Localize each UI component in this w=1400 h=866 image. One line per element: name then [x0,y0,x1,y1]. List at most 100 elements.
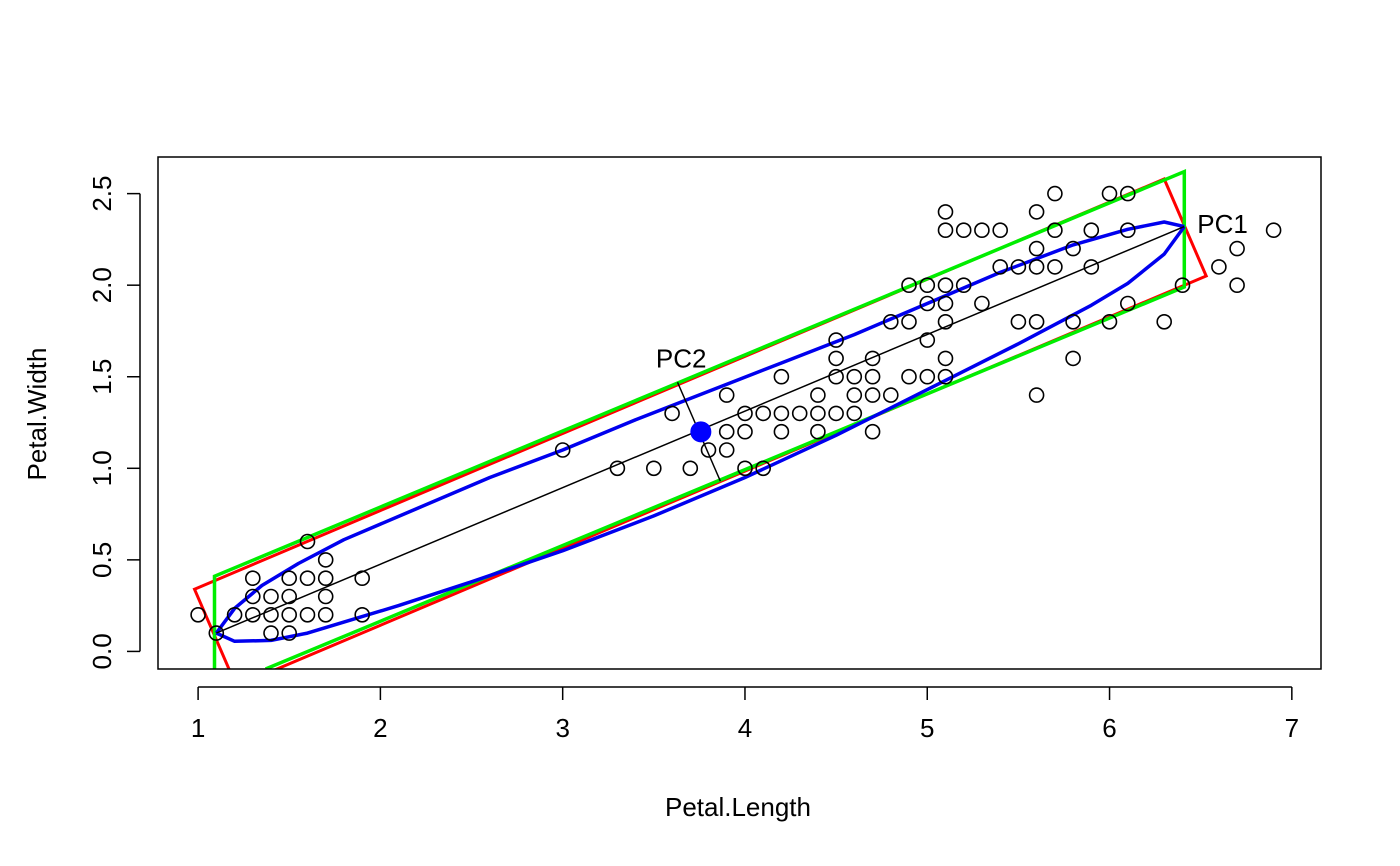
data-point [1028,387,1045,403]
x-tick-label: 4 [738,713,752,743]
data-point [1065,313,1081,330]
data-point [828,405,844,422]
data-point [609,460,626,477]
data-point [773,368,790,385]
ellipse-upper [214,220,1185,635]
data-point [882,387,899,403]
y-tick-label: 0.0 [87,633,117,669]
axes: 1 2 3 4 5 6 7 0.0 0.5 1.0 1.5 2.0 2.5 [87,156,1322,743]
data-point [1028,240,1045,257]
data-point [864,387,881,403]
x-tick-label: 6 [1102,713,1116,743]
data-point [1211,259,1227,275]
data-point [919,295,936,312]
pc-label: PC1 [1197,209,1248,239]
center-point [690,421,712,443]
data-point [281,588,298,605]
data-point [810,405,826,422]
data-point [937,277,954,294]
data-point [1065,240,1081,257]
data-point [263,606,279,623]
data-point [263,625,279,641]
data-point [245,570,261,587]
data-point [1010,259,1027,275]
data-point [737,423,753,440]
data-point [828,332,844,348]
data-point [919,368,936,385]
data-point [810,387,826,403]
data-point [1101,185,1118,202]
data-point [955,222,972,238]
data-point [773,423,790,440]
x-tick-label: 7 [1285,713,1299,743]
data-point [718,442,735,458]
data-point [263,588,279,605]
data-point [226,606,243,623]
data-point [299,606,316,623]
pc-label: PC2 [656,343,707,373]
data-point [354,606,371,623]
data-point [317,552,334,568]
data-point [317,588,334,605]
data-point [937,368,954,385]
data-point [682,460,699,477]
data-point [1120,222,1136,238]
y-tick-label: 1.0 [87,450,117,486]
data-point [1101,313,1118,330]
data-point [864,368,881,385]
data-point [1047,222,1063,238]
data-point [1229,277,1245,294]
y-axis-label: Petal.Width [22,348,52,481]
data-point [1229,240,1245,257]
data-point [718,423,735,440]
data-point [1010,313,1027,330]
data-point [919,277,936,294]
data-point [1174,277,1191,294]
data-point [354,570,371,587]
data-point [882,313,899,330]
x-tick-label: 3 [555,713,569,743]
data-point [919,332,936,348]
data-point [299,533,316,550]
data-point [937,295,954,312]
data-point [645,460,662,477]
data-point [1083,259,1100,275]
data-point [846,405,863,422]
data-point [317,606,334,623]
data-point [901,313,917,330]
data-point [846,387,863,403]
data-point [1028,259,1045,275]
x-tick-label: 5 [920,713,934,743]
data-point [992,222,1009,238]
data-point [1065,350,1081,367]
data-point [864,423,881,440]
data-point [1265,222,1282,238]
data-point [810,423,826,440]
y-tick-label: 2.0 [87,267,117,303]
data-point [1028,204,1045,220]
data-point [1083,222,1100,238]
data-point [1047,185,1063,202]
data-point [1156,313,1172,330]
data-point [992,259,1009,275]
data-point [828,368,844,385]
data-point [1120,185,1136,202]
data-point [281,606,298,623]
data-point [281,625,298,641]
data-point [718,387,735,403]
data-point [755,460,772,477]
data-point [1028,313,1045,330]
plot-frame [157,156,1322,670]
data-point [828,350,844,367]
data-point [190,606,206,623]
data-point [664,405,680,422]
data-point [937,222,954,238]
x-tick-label: 2 [373,713,387,743]
y-tick-label: 1.5 [87,359,117,395]
x-tick-label: 1 [191,713,205,743]
data-points: PC1 PC2 [190,185,1282,641]
data-point [901,368,917,385]
data-point [937,313,954,330]
y-tick-label: 0.5 [87,542,117,578]
